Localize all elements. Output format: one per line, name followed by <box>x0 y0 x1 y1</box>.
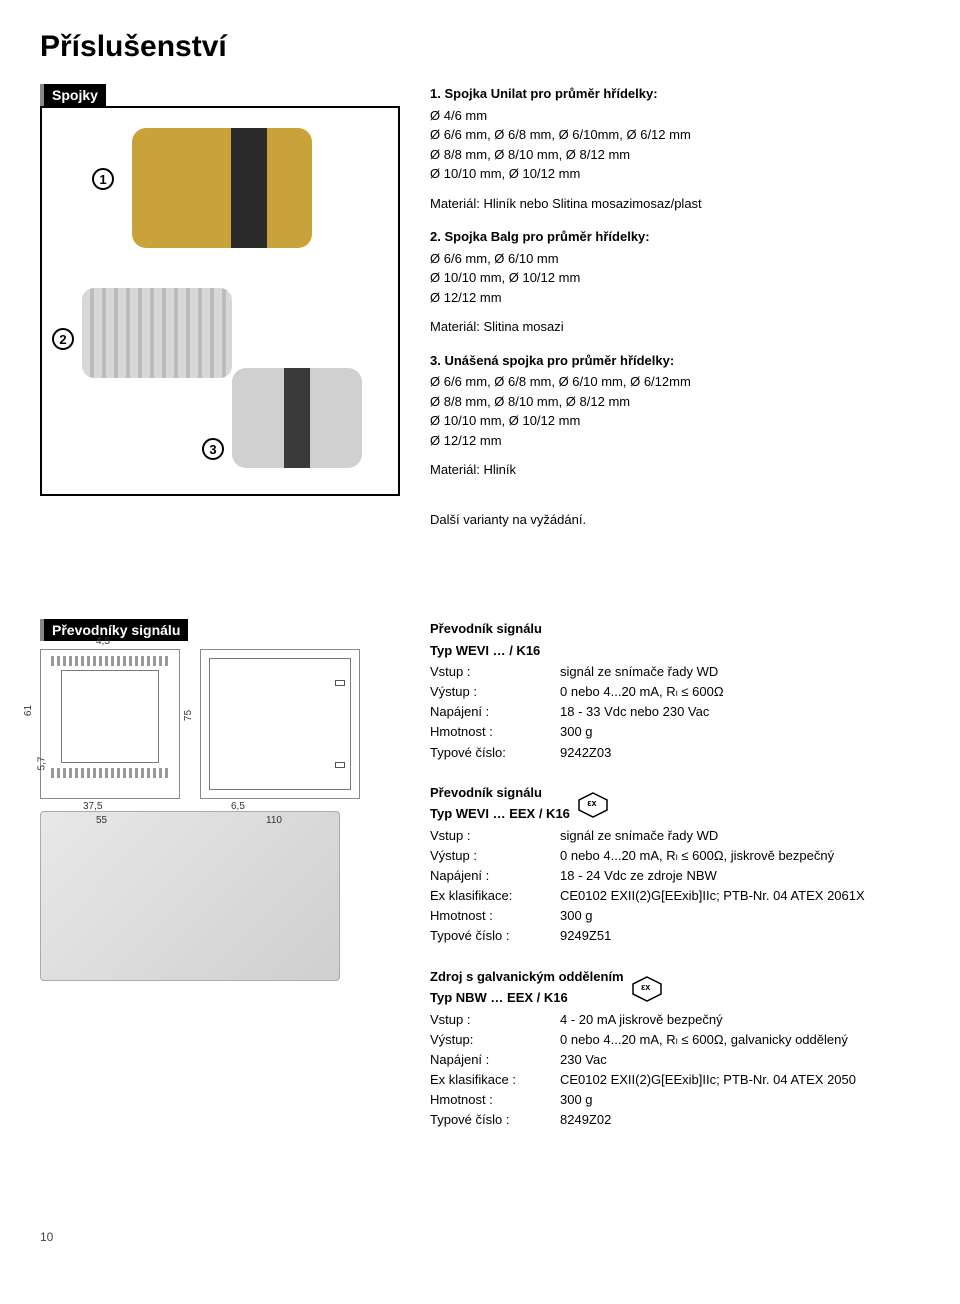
device-photo <box>40 811 340 981</box>
spec-b-r4-v: 300 g <box>560 906 920 926</box>
spojky-block-1: 1. Spojka Unilat pro průměr hřídelky: Ø … <box>430 84 920 213</box>
spec-b-title1: Převodník signálu <box>430 783 570 803</box>
spec-b-r1-v: 0 nebo 4...20 mA, Rₗ ≤ 600Ω, jiskrově be… <box>560 846 920 866</box>
spec-b-r0-v: signál ze snímače řady WD <box>560 826 920 846</box>
dim-55: 55 <box>96 815 107 826</box>
spojky-block-3: 3. Unášená spojka pro průměr hřídelky: Ø… <box>430 351 920 480</box>
spec-a-r4-l: Typové číslo: <box>430 743 560 763</box>
block3-line1: Ø 8/8 mm, Ø 8/10 mm, Ø 8/12 mm <box>430 392 920 412</box>
spec-block-b: Převodník signálu Typ WEVI … EEX / K16 ε… <box>430 783 920 947</box>
spec-c-r0-v: 4 - 20 mA jiskrově bezpečný <box>560 1010 920 1030</box>
block3-line0: Ø 6/6 mm, Ø 6/8 mm, Ø 6/10 mm, Ø 6/12mm <box>430 372 920 392</box>
spec-c-title2: Typ NBW … EEX / K16 <box>430 988 624 1008</box>
coupling-3-img <box>232 368 362 468</box>
spec-a-r1-v: 0 nebo 4...20 mA, Rₗ ≤ 600Ω <box>560 682 920 702</box>
spec-c-r1-v: 0 nebo 4...20 mA, Rₗ ≤ 600Ω, galvanicky … <box>560 1030 920 1050</box>
spec-a-r3-l: Hmotnost : <box>430 722 560 742</box>
ex-icon: εx <box>632 976 660 1000</box>
dim-110: 110 <box>266 815 282 826</box>
spec-c-r1-l: Výstup: <box>430 1030 560 1050</box>
dim-45: 4,5 <box>96 636 110 647</box>
front-view: 4,5 61 5,7 37,5 55 <box>40 649 180 799</box>
spec-c-r2-v: 230 Vac <box>560 1050 920 1070</box>
block1-title: 1. Spojka Unilat pro průměr hřídelky: <box>430 84 920 104</box>
block1-line0: Ø 4/6 mm <box>430 106 920 126</box>
spec-b-r0-l: Vstup : <box>430 826 560 846</box>
page-title: Příslušenství <box>40 30 920 64</box>
marker-1: 1 <box>92 168 114 190</box>
block1-line1: Ø 6/6 mm, Ø 6/8 mm, Ø 6/10mm, Ø 6/12 mm <box>430 125 920 145</box>
block2-line2: Ø 12/12 mm <box>430 288 920 308</box>
dim-75: 75 <box>183 710 194 721</box>
spec-c-r0-l: Vstup : <box>430 1010 560 1030</box>
spojky-footnote: Další varianty na vyžádání. <box>430 510 920 530</box>
spojky-text: 1. Spojka Unilat pro průměr hřídelky: Ø … <box>430 84 920 529</box>
spec-b-title2: Typ WEVI … EEX / K16 <box>430 804 570 824</box>
block2-line0: Ø 6/6 mm, Ø 6/10 mm <box>430 249 920 269</box>
spec-a-title2: Typ WEVI … / K16 <box>430 641 920 661</box>
spec-b-r3-l: Ex klasifikace: <box>430 886 560 906</box>
marker-3: 3 <box>202 438 224 460</box>
spojky-image-box: 1 2 3 <box>40 106 400 496</box>
block2-material: Materiál: Slitina mosazi <box>430 317 920 337</box>
spec-c-r5-v: 8249Z02 <box>560 1110 920 1130</box>
spec-a-r2-l: Napájení : <box>430 702 560 722</box>
dim-57: 5,7 <box>36 757 47 771</box>
spec-c-r4-v: 300 g <box>560 1090 920 1110</box>
block2-title: 2. Spojka Balg pro průměr hřídelky: <box>430 227 920 247</box>
spec-b-r2-v: 18 - 24 Vdc ze zdroje NBW <box>560 866 920 886</box>
spec-a-r0-v: signál ze snímače řady WD <box>560 662 920 682</box>
spec-c-title1: Zdroj s galvanickým oddělením <box>430 967 624 987</box>
coupling-2-img <box>82 288 232 378</box>
spec-b-r3-v: CE0102 EXII(2)G[EExib]IIc; PTB-Nr. 04 AT… <box>560 886 920 906</box>
spojky-header: Spojky <box>40 84 106 106</box>
prevodniky-section: Převodníky signálu 4,5 61 5,7 37,5 55 <box>40 619 920 1150</box>
dim-375: 37,5 <box>83 801 102 812</box>
spec-b-r1-l: Výstup : <box>430 846 560 866</box>
spec-a-r0-l: Vstup : <box>430 662 560 682</box>
dim-65: 6,5 <box>231 801 245 812</box>
spec-c-r4-l: Hmotnost : <box>430 1090 560 1110</box>
page-number: 10 <box>40 1230 920 1244</box>
spec-b-r4-l: Hmotnost : <box>430 906 560 926</box>
spec-c-r3-l: Ex klasifikace : <box>430 1070 560 1090</box>
spec-a-r2-v: 18 - 33 Vdc nebo 230 Vac <box>560 702 920 722</box>
block3-material: Materiál: Hliník <box>430 460 920 480</box>
block3-title: 3. Unášená spojka pro průměr hřídelky: <box>430 351 920 371</box>
side-view: 75 6,5 110 <box>200 649 360 799</box>
block2-line1: Ø 10/10 mm, Ø 10/12 mm <box>430 268 920 288</box>
spec-b-r2-l: Napájení : <box>430 866 560 886</box>
spec-a-r1-l: Výstup : <box>430 682 560 702</box>
spec-c-r5-l: Typové číslo : <box>430 1110 560 1130</box>
spec-b-r5-v: 9249Z51 <box>560 926 920 946</box>
spec-a-r4-v: 9242Z03 <box>560 743 920 763</box>
prevodniky-header: Převodníky signálu <box>40 619 188 641</box>
ex-icon: εx <box>578 792 606 816</box>
spec-b-r5-l: Typové číslo : <box>430 926 560 946</box>
prevodniky-text: Převodník signálu Typ WEVI … / K16 Vstup… <box>430 619 920 1150</box>
spec-block-a: Převodník signálu Typ WEVI … / K16 Vstup… <box>430 619 920 763</box>
spec-c-r2-l: Napájení : <box>430 1050 560 1070</box>
block1-line3: Ø 10/10 mm, Ø 10/12 mm <box>430 164 920 184</box>
spec-a-title1: Převodník signálu <box>430 619 920 639</box>
block1-material: Materiál: Hliník nebo Slitina mosazimosa… <box>430 194 920 214</box>
dim-61: 61 <box>23 705 34 716</box>
spec-a-r3-v: 300 g <box>560 722 920 742</box>
spec-c-r3-v: CE0102 EXII(2)G[EExib]IIc; PTB-Nr. 04 AT… <box>560 1070 920 1090</box>
block1-line2: Ø 8/8 mm, Ø 8/10 mm, Ø 8/12 mm <box>430 145 920 165</box>
coupling-1-img <box>132 128 312 248</box>
spojky-block-2: 2. Spojka Balg pro průměr hřídelky: Ø 6/… <box>430 227 920 337</box>
schematic-drawing: 4,5 61 5,7 37,5 55 75 6,5 110 <box>40 649 400 799</box>
block3-line2: Ø 10/10 mm, Ø 10/12 mm <box>430 411 920 431</box>
block3-line3: Ø 12/12 mm <box>430 431 920 451</box>
spojky-section: Spojky 1 2 3 1. Spojka Unilat pro průměr… <box>40 84 920 529</box>
spec-block-c: Zdroj s galvanickým oddělením Typ NBW … … <box>430 967 920 1131</box>
marker-2: 2 <box>52 328 74 350</box>
